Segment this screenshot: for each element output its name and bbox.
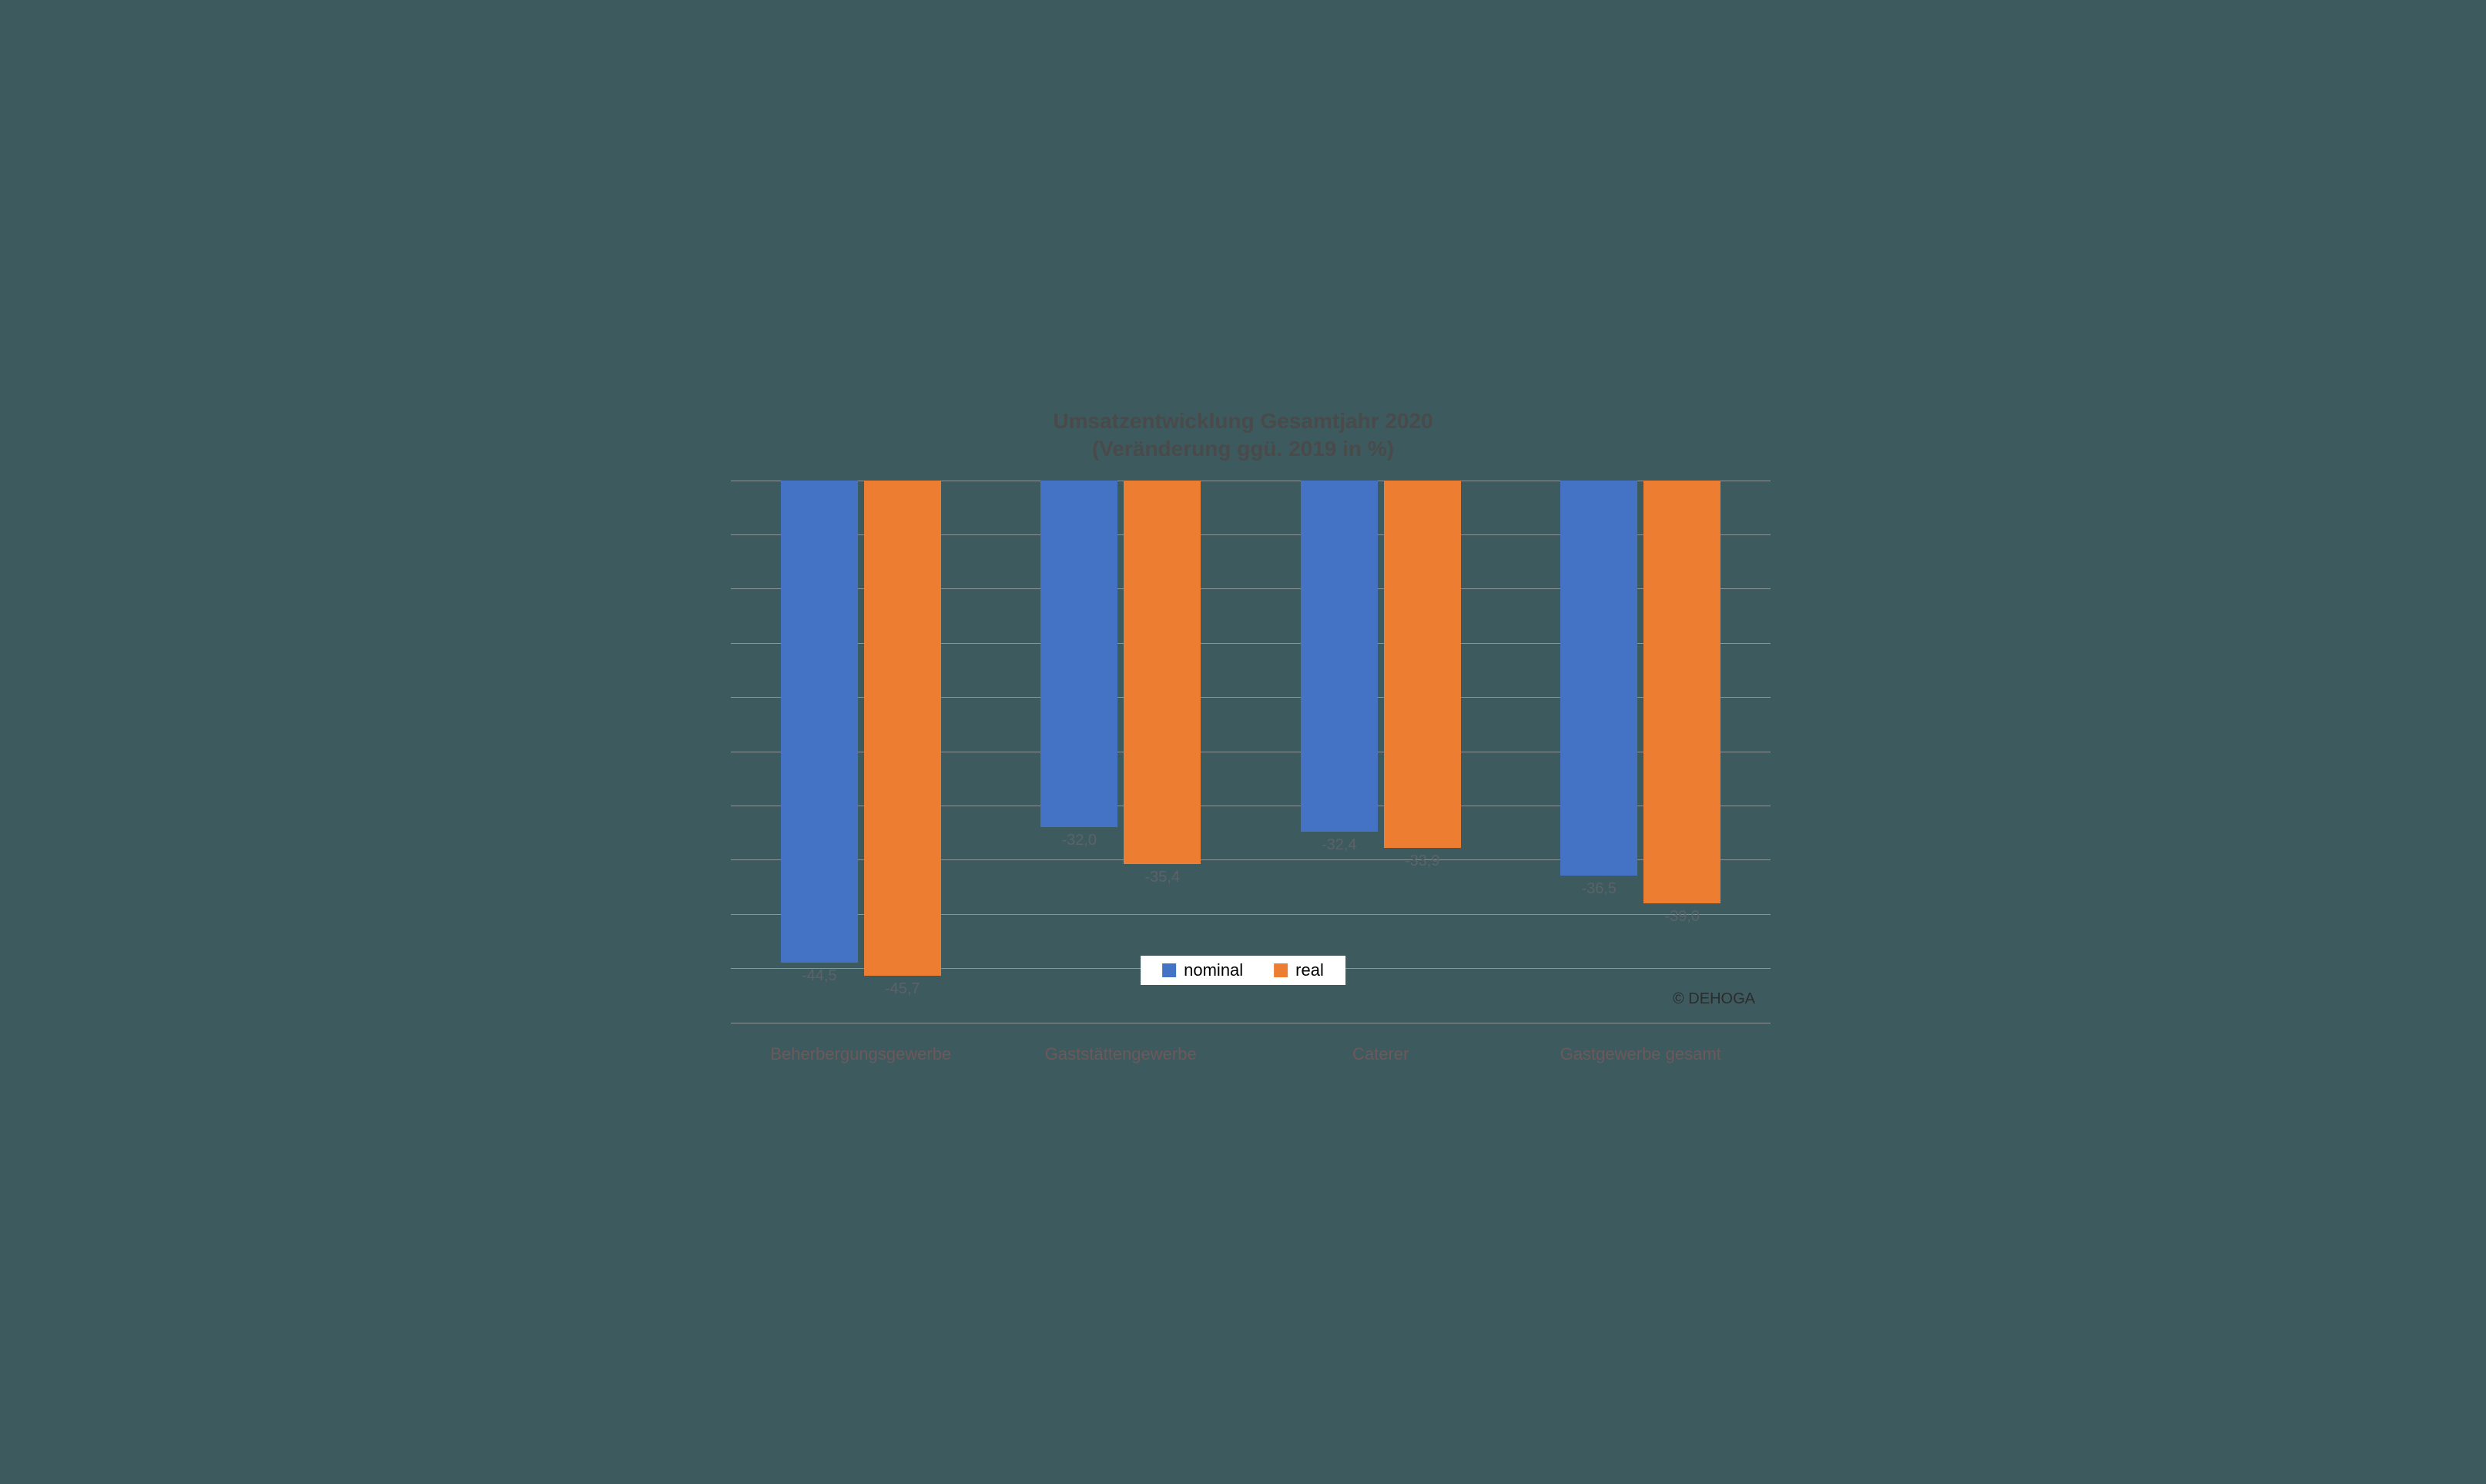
bar-value-nominal: -32,4: [1301, 836, 1378, 854]
chart-title: Umsatzentwicklung Gesamtjahr 2020 (Verän…: [685, 407, 1801, 464]
bar-group: -32,4-33,9: [1277, 481, 1485, 1023]
bar-group: -44,5-45,7: [757, 481, 965, 1023]
bar-value-nominal: -44,5: [781, 967, 858, 985]
bar-nominal: -36,5: [1560, 481, 1637, 876]
plot-area: -44,5-45,7Beherbergungsgewerbe-32,0-35,4…: [731, 481, 1771, 1023]
bar-value-real: -39,0: [1643, 908, 1720, 926]
legend-label-nominal: nominal: [1184, 960, 1243, 980]
bar-real: -39,0: [1643, 481, 1720, 903]
category-label: Caterer: [1352, 1044, 1409, 1064]
chart-title-line1: Umsatzentwicklung Gesamtjahr 2020: [685, 407, 1801, 435]
bar-value-nominal: -36,5: [1560, 880, 1637, 898]
chart-copyright: © DEHOGA: [1673, 990, 1755, 1008]
bar-value-real: -35,4: [1124, 869, 1201, 886]
legend-label-real: real: [1295, 960, 1324, 980]
legend-swatch-real: [1274, 963, 1288, 977]
bar-real: -35,4: [1124, 481, 1201, 864]
chart-legend: nominal real: [1141, 956, 1345, 985]
category-label: Beherbergungsgewerbe: [770, 1044, 951, 1064]
bar-nominal: -44,5: [781, 481, 858, 963]
bar-value-nominal: -32,0: [1040, 832, 1117, 849]
legend-item-real: real: [1274, 960, 1324, 980]
category-label: Gaststättengewerbe: [1045, 1044, 1197, 1064]
bar-group: -32,0-35,4: [1017, 481, 1225, 1023]
legend-item-nominal: nominal: [1162, 960, 1243, 980]
bar-group: -36,5-39,0: [1536, 481, 1744, 1023]
bar-real: -45,7: [864, 481, 941, 976]
bar-nominal: -32,0: [1040, 481, 1117, 828]
bar-real: -33,9: [1384, 481, 1461, 848]
bar-value-real: -33,9: [1384, 853, 1461, 870]
chart-title-line2: (Veränderung ggü. 2019 in %): [685, 435, 1801, 463]
bar-value-real: -45,7: [864, 980, 941, 998]
legend-swatch-nominal: [1162, 963, 1176, 977]
category-label: Gastgewerbe gesamt: [1560, 1044, 1721, 1064]
bar-nominal: -32,4: [1301, 481, 1378, 832]
revenue-chart: Umsatzentwicklung Gesamtjahr 2020 (Verän…: [685, 407, 1801, 1077]
